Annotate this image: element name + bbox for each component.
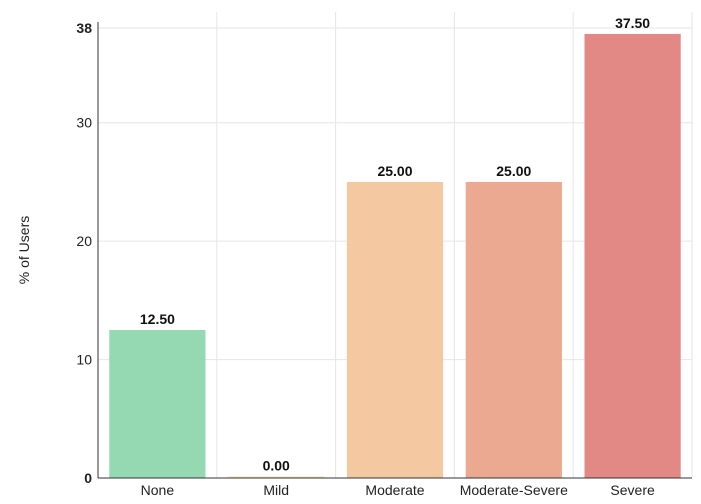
bar bbox=[228, 476, 325, 478]
y-tick-label: 30 bbox=[76, 115, 92, 131]
y-tick-label: 20 bbox=[76, 233, 92, 249]
axes-layer bbox=[97, 22, 692, 479]
bar bbox=[584, 33, 681, 478]
x-tick-label: Mild bbox=[263, 482, 289, 498]
bar-value-label: 25.00 bbox=[377, 163, 412, 179]
bar-value-label: 12.50 bbox=[140, 311, 175, 327]
bar-value-label: 0.00 bbox=[263, 458, 290, 474]
bar bbox=[346, 181, 444, 478]
y-tick-label: 0 bbox=[84, 470, 92, 486]
x-tick-label: None bbox=[141, 482, 175, 498]
x-tick-label: Moderate bbox=[365, 482, 424, 498]
y-tick-label: 38 bbox=[76, 20, 92, 36]
bar-value-label: 37.50 bbox=[615, 15, 650, 31]
x-tick-label: Moderate-Severe bbox=[460, 482, 568, 498]
y-axis-title: % of Users bbox=[16, 216, 32, 284]
bar bbox=[109, 329, 206, 478]
bars-layer bbox=[109, 33, 681, 478]
bar-value-label: 25.00 bbox=[496, 163, 531, 179]
y-tick-label: 10 bbox=[76, 352, 92, 368]
x-tick-label: Severe bbox=[610, 482, 655, 498]
labels-layer: 0 10 20 30 38 12.50 None 0.00 Mild 25.00 Moderate 2… bbox=[76, 15, 655, 498]
bar bbox=[465, 181, 562, 478]
